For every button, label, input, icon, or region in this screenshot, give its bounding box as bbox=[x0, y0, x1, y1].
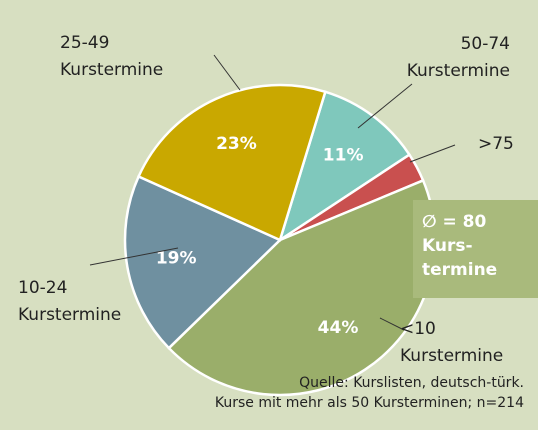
pie-slice bbox=[123, 174, 283, 350]
annotation-line: ∅ = 80 bbox=[422, 212, 487, 232]
leader-line bbox=[357, 83, 413, 129]
leader-line bbox=[409, 144, 456, 163]
slice-label: 19% bbox=[156, 248, 197, 268]
category-label: 50-74 Kurstermine bbox=[406, 34, 510, 81]
category-label: >75 bbox=[478, 134, 514, 154]
leader-line bbox=[379, 317, 405, 331]
slice-label: 11% bbox=[323, 146, 364, 166]
leader-line bbox=[89, 247, 179, 266]
source: Quelle: Kurslisten, deutsch-türk. Kurse … bbox=[215, 373, 524, 413]
category-label: 25-49 Kurstermine bbox=[60, 33, 164, 80]
slice-label: 44% bbox=[318, 318, 359, 338]
category-label: 10-24 Kurstermine bbox=[18, 278, 122, 325]
source-line: Kurse mit mehr als 50 Kursterminen; n=21… bbox=[214, 395, 524, 411]
category-label: <10 Kurstermine bbox=[400, 319, 504, 366]
slice-label: 23% bbox=[216, 134, 257, 154]
leader-line bbox=[213, 54, 241, 91]
annotation-line: Kurs- bbox=[422, 236, 473, 256]
source-line: Quelle: Kurslisten, deutsch-türk. bbox=[299, 375, 524, 391]
pie-slice bbox=[136, 83, 327, 242]
annotation-line: termine bbox=[422, 260, 498, 280]
annotation: ∅ = 80 Kurs- termine bbox=[413, 200, 538, 298]
